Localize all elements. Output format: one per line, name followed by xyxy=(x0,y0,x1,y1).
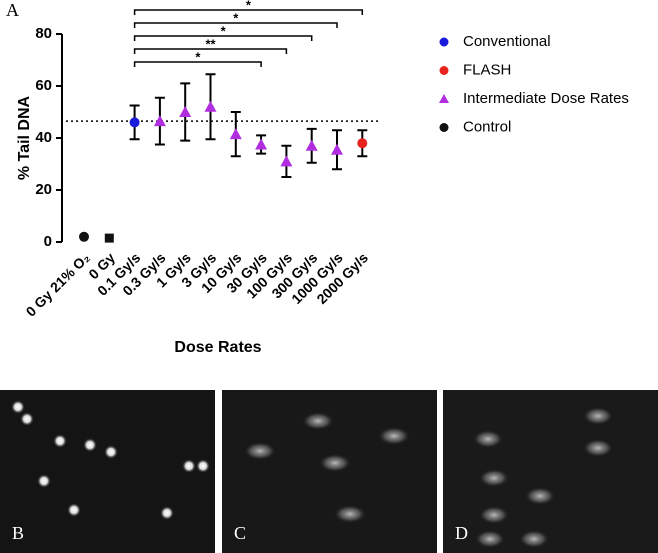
data-point xyxy=(305,139,318,151)
image-b xyxy=(0,390,215,553)
significance-label: * xyxy=(233,10,239,25)
panel-label: C xyxy=(234,523,246,543)
legend-label: Intermediate Dose Rates xyxy=(463,90,629,107)
legend-marker xyxy=(439,94,449,103)
data-point xyxy=(129,117,140,128)
legend-marker xyxy=(439,37,449,47)
significance-bracket xyxy=(133,48,288,54)
significance-bracket xyxy=(133,22,338,28)
data-point xyxy=(357,138,368,149)
y-tick-label: 20 xyxy=(35,181,52,198)
data-point xyxy=(153,115,166,127)
data-point xyxy=(229,128,242,140)
legend-label: FLASH xyxy=(463,61,511,78)
legend-marker xyxy=(439,123,449,132)
panel-label: A xyxy=(6,0,19,20)
legend-marker xyxy=(439,66,449,75)
image-d xyxy=(443,390,658,553)
y-tick-label: 0 xyxy=(44,233,52,250)
y-tick-label: 80 xyxy=(35,25,52,42)
x-axis-title: Dose Rates xyxy=(174,339,261,356)
data-point xyxy=(280,155,293,167)
panel-label: B xyxy=(12,523,24,543)
data-point xyxy=(179,106,192,117)
data-point xyxy=(104,233,114,243)
legend-label: Control xyxy=(463,118,511,135)
significance-label: * xyxy=(195,49,201,64)
significance-bracket xyxy=(133,35,313,41)
significance-bracket xyxy=(133,61,262,67)
panel-label: D xyxy=(455,523,468,543)
x-tick-label: 0 Gy 21% O₂ xyxy=(23,249,93,319)
legend-label: Conventional xyxy=(463,33,551,50)
significance-label: * xyxy=(221,23,227,38)
y-tick-label: 40 xyxy=(35,129,52,146)
y-axis-title: % Tail DNA xyxy=(16,95,33,180)
significance-label: * xyxy=(246,0,252,12)
data-point xyxy=(255,138,268,150)
data-point xyxy=(204,100,217,112)
image-c xyxy=(222,390,437,553)
significance-label: ** xyxy=(205,36,216,51)
significance-bracket xyxy=(133,9,364,15)
data-point xyxy=(79,231,89,242)
data-point xyxy=(331,143,343,155)
y-tick-label: 60 xyxy=(35,77,52,94)
